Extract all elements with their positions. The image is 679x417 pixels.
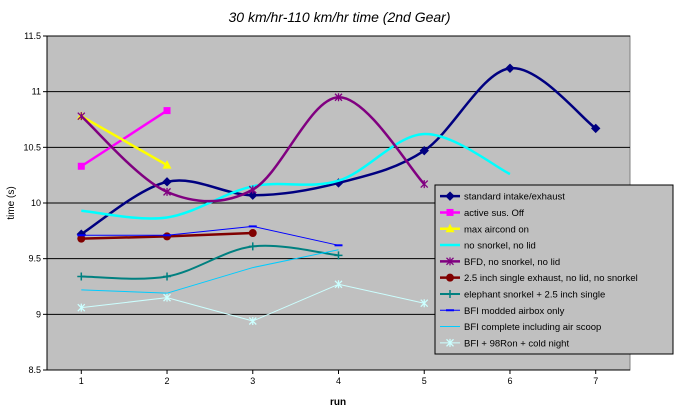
legend-marker <box>445 223 455 233</box>
data-point <box>163 293 171 302</box>
x-axis-title: run <box>330 397 346 408</box>
x-tick-label: 4 <box>336 376 341 386</box>
data-point <box>248 317 257 326</box>
data-point <box>420 299 429 308</box>
data-point <box>248 242 257 251</box>
legend-marker <box>446 289 454 298</box>
x-tick-label: 3 <box>250 376 255 386</box>
legend-marker <box>446 273 454 282</box>
series-line <box>80 115 168 167</box>
data-point <box>77 234 86 243</box>
legend-item: max aircond on <box>440 223 529 235</box>
y-tick-label: 10.5 <box>23 142 41 152</box>
data-point <box>77 112 86 121</box>
data-point <box>162 160 172 169</box>
data-point <box>163 107 171 115</box>
legend-marker <box>446 257 454 266</box>
data-point <box>248 190 258 200</box>
data-point <box>505 63 515 73</box>
legend-label: active sus. Off <box>464 208 524 219</box>
legend-label: BFD, no snorkel, no lid <box>464 257 560 268</box>
series-line <box>81 244 339 280</box>
y-tick-label: 11.5 <box>24 31 41 41</box>
legend-item: active sus. Off <box>440 208 524 219</box>
x-tick-label: 2 <box>165 376 170 386</box>
legend-item: BFI modded airbox only <box>440 306 565 317</box>
series-line <box>81 132 511 220</box>
legend-label: standard intake/exhaust <box>464 192 565 203</box>
data-point <box>590 123 601 134</box>
data-point <box>334 93 343 102</box>
legend-label: BFI complete including air scoop <box>464 322 601 333</box>
legend-label: max aircond on <box>464 224 529 235</box>
series-line <box>80 109 168 168</box>
data-point <box>77 162 85 170</box>
legend-label: 2.5 inch single exhaust, no lid, no snor… <box>464 273 638 284</box>
chart-title: 30 km/hr-110 km/hr time (2nd Gear) <box>228 9 450 25</box>
legend-marker <box>446 208 454 216</box>
legend-marker <box>446 338 454 347</box>
data-point <box>420 180 429 189</box>
legend-marker <box>445 191 455 201</box>
series-layer <box>76 63 601 326</box>
x-tick-label: 1 <box>79 376 84 386</box>
series-line <box>80 95 426 203</box>
y-tick-label: 8.5 <box>28 365 41 375</box>
series-4 <box>81 132 511 220</box>
data-point <box>334 251 343 260</box>
y-tick-label: 9.5 <box>28 254 41 264</box>
legend-item: 2.5 inch single exhaust, no lid, no snor… <box>440 273 638 284</box>
y-tick-label: 11 <box>32 87 41 97</box>
series-line <box>81 225 339 246</box>
legend-item: BFD, no snorkel, no lid <box>440 257 560 268</box>
data-point <box>248 185 257 194</box>
x-axis: 1 2 3 4 5 6 7 <box>47 369 630 386</box>
data-point <box>163 232 172 241</box>
x-tick-label: 5 <box>422 376 427 386</box>
legend-label: elephant snorkel + 2.5 inch single <box>464 289 605 300</box>
legend-item: standard intake/exhaust <box>440 191 565 203</box>
legend-item: BFI + 98Ron + cold night <box>440 338 569 349</box>
y-tick-label: 9 <box>36 309 41 319</box>
x-tick-label: 7 <box>593 376 598 386</box>
x-tick-label: 6 <box>507 376 512 386</box>
data-point <box>248 229 257 238</box>
legend-item: BFI complete including air scoop <box>440 322 601 333</box>
y-axis: 8.5 9 9.5 10 10.5 11 11.5 <box>23 31 48 375</box>
data-point <box>334 280 343 289</box>
series-7 <box>77 242 343 281</box>
legend-item: no snorkel, no lid <box>440 241 536 252</box>
series-5 <box>77 93 429 203</box>
data-point <box>163 187 171 196</box>
y-axis-title: time (s) <box>6 186 17 219</box>
legend: standard intake/exhaust active sus. Off ma… <box>434 184 674 355</box>
y-tick-label: 10 <box>31 198 41 208</box>
legend-box <box>434 184 674 355</box>
series-9 <box>81 249 339 294</box>
legend-label: BFI modded airbox only <box>464 306 565 317</box>
data-point <box>419 145 429 156</box>
series-2 <box>77 107 171 170</box>
data-point <box>162 177 172 187</box>
data-point <box>77 303 86 312</box>
legend-item: elephant snorkel + 2.5 inch single <box>440 289 605 300</box>
series-line <box>81 249 339 294</box>
data-point <box>163 272 172 281</box>
legend-label: BFI + 98Ron + cold night <box>464 338 569 349</box>
data-point <box>77 272 86 281</box>
series-8 <box>77 225 343 247</box>
series-10 <box>77 280 429 326</box>
legend-label: no snorkel, no lid <box>464 241 536 252</box>
